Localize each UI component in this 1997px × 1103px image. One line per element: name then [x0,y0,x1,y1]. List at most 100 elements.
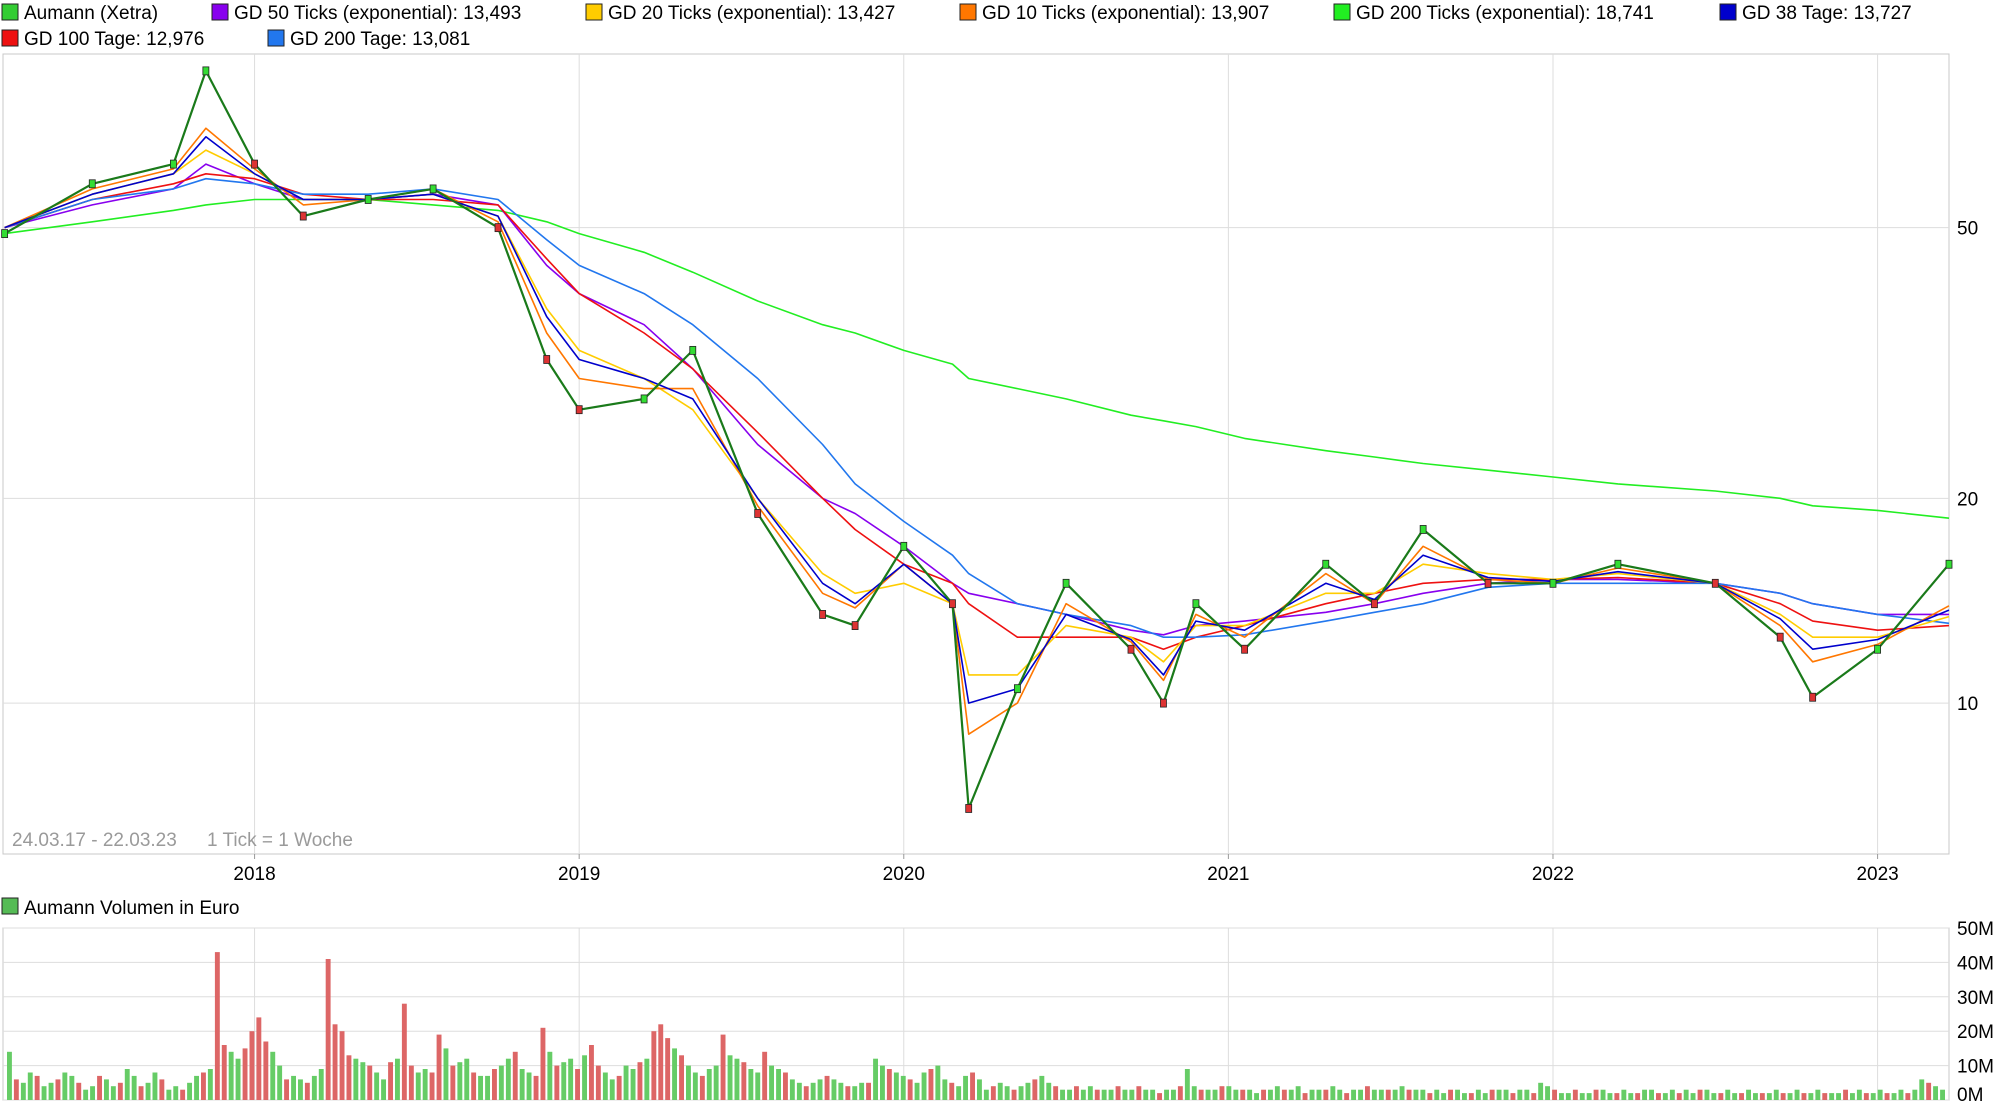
volume-bar [699,1075,705,1100]
volume-y-tick-label: 20M [1957,1022,1994,1043]
volume-bar [561,1062,567,1100]
volume-bar [221,1045,227,1100]
volume-bar [415,1072,421,1100]
legend-swatch-4 [1333,3,1351,21]
volume-bar [803,1086,809,1100]
legend-swatch-5 [1719,3,1737,21]
price-point [88,179,96,189]
volume-bar [859,1082,865,1100]
price-x-tick-label: 2021 [1207,864,1249,885]
volume-bar [145,1082,151,1100]
volume-bar [609,1079,615,1100]
volume-bar [1261,1089,1266,1100]
volume-y-tick-label: 10M [1957,1057,1994,1078]
volume-bar [1226,1086,1232,1100]
volume-bar [1074,1086,1079,1100]
volume-bar [665,1038,671,1100]
volume-bar [1517,1089,1523,1100]
volume-bar [492,1069,497,1100]
volume-bar [1676,1093,1682,1100]
volume-bar [110,1086,116,1100]
price-point [1809,692,1817,702]
price-point [1241,644,1249,654]
volume-bar [242,1048,248,1100]
volume-bar [1413,1089,1419,1100]
volume-bar [180,1089,186,1100]
volume-bar [471,1072,477,1100]
volume-bar [589,1045,594,1100]
volume-bar [1143,1089,1149,1100]
volume-bar [464,1058,470,1100]
volume-bar [1323,1089,1329,1100]
volume-y-tick-label: 30M [1957,988,1994,1009]
volume-bar [104,1079,109,1100]
volume-bar [1531,1093,1537,1100]
price-point [1874,644,1881,654]
volume-bar [1829,1093,1835,1100]
volume-bar [166,1089,172,1100]
volume-bar [360,1062,366,1100]
price-series [1,66,1953,813]
volume-plot-area [2,927,1950,1101]
price-point [1322,559,1330,569]
volume-bar [34,1075,40,1100]
volume-bar [124,1069,130,1100]
price-point [494,223,502,233]
volume-bar [1753,1093,1758,1100]
volume-bar [1884,1093,1890,1100]
volume-bar [1420,1089,1426,1100]
volume-bar [977,1079,982,1100]
volume-bar [907,1079,913,1100]
volume-legend-label: Aumann Volumen in Euro [24,898,239,919]
volume-bar [152,1072,158,1100]
volume-bar [942,1079,948,1100]
volume-bar [1032,1079,1038,1100]
volume-bar [249,1031,255,1100]
volume-bar [1649,1089,1654,1100]
volume-bar [346,1055,352,1100]
volume-bar [256,1017,262,1100]
volume-bar [270,1051,276,1100]
volume-bar [706,1069,712,1100]
volume-bar [401,1003,407,1100]
volume-bar [595,1065,601,1100]
volume-bar [720,1034,726,1100]
volume-y-tick-label: 40M [1957,953,1994,974]
volume-bar [201,1072,206,1100]
volume-bar [27,1072,33,1100]
volume-bar [637,1062,643,1100]
volume-bar [1129,1089,1135,1100]
volume-bar [436,1034,442,1100]
volume-bar [672,1048,677,1100]
volume-bar [159,1079,165,1100]
volume-bar [810,1082,816,1100]
volume-bar [62,1072,68,1100]
volume-bar [1198,1089,1204,1100]
volume-bar [1898,1089,1904,1100]
volume-bar [1344,1093,1350,1100]
volume-bar [48,1082,54,1100]
price-y-tick-label: 20 [1957,489,1978,510]
volume-bar [1926,1082,1932,1100]
volume-bar [1662,1093,1668,1100]
volume-bar [1822,1093,1828,1100]
volume-bar [20,1082,26,1100]
volume-bar [485,1075,490,1100]
volume-bar [1191,1086,1197,1100]
volume-bar [1060,1089,1065,1100]
volume-bar [1462,1093,1467,1100]
volume-bar [1628,1093,1634,1100]
volume-bar [228,1051,234,1100]
volume-bar [1122,1089,1128,1100]
volume-bar [1704,1089,1710,1100]
volume-bar [117,1082,123,1100]
price-y-axis: 50 20 10 [1957,219,1978,715]
volume-bar [76,1082,82,1100]
volume-bar [741,1062,747,1100]
volume-bar [886,1069,892,1100]
volume-bar [1115,1086,1121,1100]
volume-bar [602,1072,608,1100]
volume-bar [1669,1089,1675,1100]
volume-bar [679,1055,684,1100]
volume-bar [388,1062,393,1100]
